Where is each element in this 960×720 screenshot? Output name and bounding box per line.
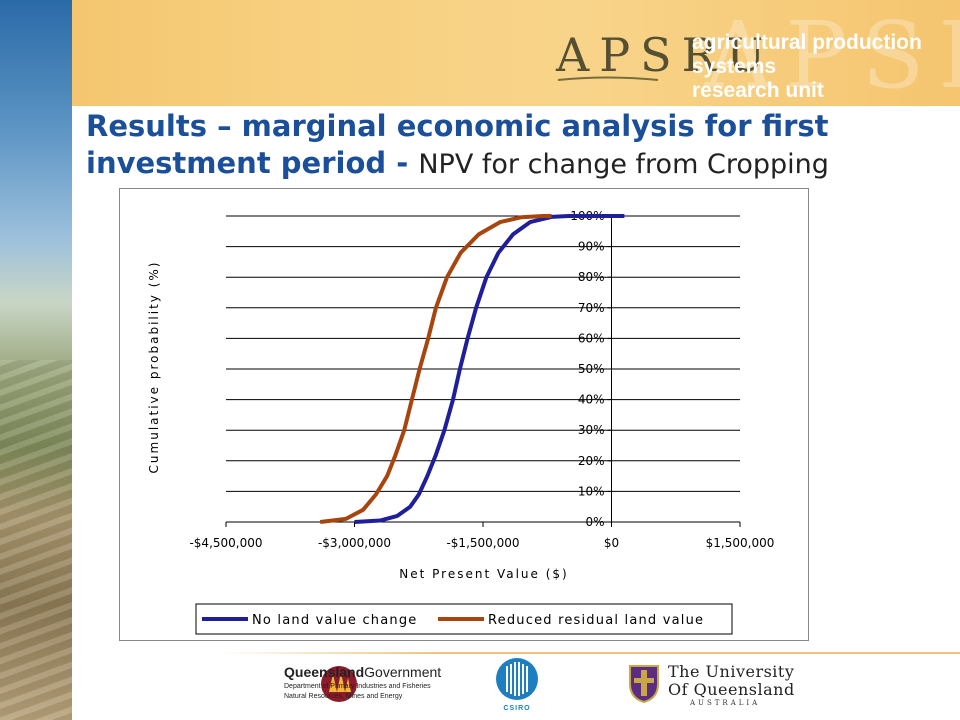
queensland-government-title: QueenslandGovernment: [284, 664, 441, 680]
csiro-logo: CSIRO: [496, 658, 538, 712]
x-tick-label: -$3,000,000: [318, 536, 391, 550]
title-normal-part: NPV for change from Cropping: [418, 149, 829, 180]
chart-container: 0% 10% 20% 30% 40% 50% 60% 70% 80% 90% 100% -$4,50…: [119, 188, 809, 641]
queensland-government-logo-mark: [321, 666, 357, 702]
x-tick-label: $1,500,000: [706, 536, 775, 550]
x-tick-label: $0: [604, 536, 619, 550]
apsru-logo-swoosh: [557, 76, 659, 81]
y-tick-label: 50%: [578, 362, 605, 376]
title-bold-line-1: Results – marginal economic analysis for…: [86, 109, 829, 143]
uq-name-line-3: AUSTRALIA: [690, 699, 761, 707]
tagline-line-2: research unit: [692, 79, 824, 102]
apsru-watermark: APSRU: [705, 2, 960, 109]
y-tick-label: 70%: [578, 301, 605, 315]
uq-name-line-1: The University: [668, 662, 795, 681]
y-tick-label: 30%: [578, 423, 605, 437]
qld-title-normal: Government: [364, 664, 442, 680]
apsru-logo: APSRU: [556, 28, 776, 82]
y-tick-label: 20%: [578, 454, 605, 468]
x-axis-label: Net Present Value ($): [399, 567, 568, 581]
legend: No land value change Reduced residual la…: [195, 603, 733, 635]
y-tick-label: 60%: [578, 331, 605, 345]
decorative-field-stripes: [0, 360, 72, 720]
csiro-wordmark: CSIRO: [503, 705, 530, 712]
y-tick-label: 0%: [585, 515, 604, 529]
y-tick-label: 40%: [578, 393, 605, 407]
npv-cdf-chart: 0%10%20%30%40%50%60%70%80%90%100% -$4,50…: [147, 209, 775, 635]
tagline-line-1: agricultural production systems: [692, 31, 922, 78]
series-line-reduced-residual-land-value: [319, 214, 552, 524]
header-banner: [0, 0, 960, 106]
title-bold-line-2: investment period -: [86, 146, 419, 180]
qld-department-line-2: Natural Resources, Mines and Energy: [284, 693, 403, 700]
x-tick-label: -$4,500,000: [189, 536, 262, 550]
slide-title: Results – marginal economic analysis for…: [86, 108, 946, 183]
uq-name-line-2: Of Queensland: [668, 680, 795, 699]
qld-department-line-1: Department of Primary Industries and Fis…: [284, 683, 431, 690]
uq-crest-icon: [629, 665, 659, 704]
y-tick-label: 80%: [578, 270, 605, 284]
qld-title-bold: Queensland: [284, 664, 365, 680]
y-tick-label: 90%: [578, 240, 605, 254]
footer-divider: [220, 652, 960, 654]
decorative-landscape-strip: [0, 0, 72, 720]
y-tick-label: 10%: [578, 484, 605, 498]
x-tick-label: -$1,500,000: [446, 536, 519, 550]
legend-label-reduced-residual-land-value: Reduced residual land value: [488, 613, 704, 628]
apsru-tagline: agricultural production systems research…: [692, 31, 960, 103]
y-axis-label: Cumulative probability (%): [147, 261, 161, 474]
legend-label-no-land-value-change: No land value change: [252, 613, 418, 628]
